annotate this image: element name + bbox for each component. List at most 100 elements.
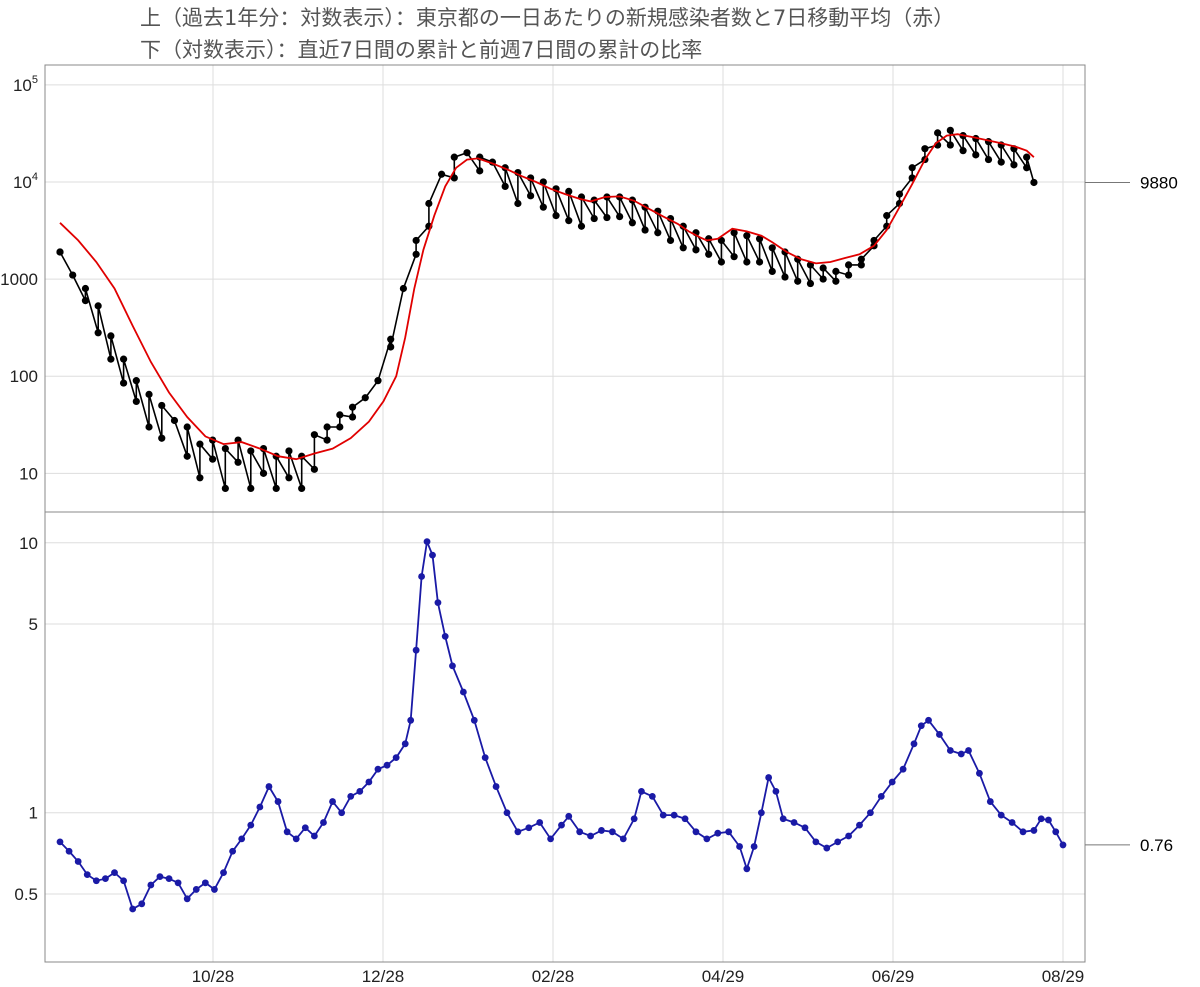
- daily-cases-point: [552, 212, 560, 220]
- daily-cases-point: [692, 246, 700, 254]
- daily-cases-point: [348, 413, 357, 421]
- chart-caption-bottom: 下（対数表示）：直近7日間の累計と前週7日間の累計の比率: [140, 38, 703, 62]
- ratio-point: [946, 747, 954, 754]
- ratio-point: [470, 716, 478, 724]
- daily-cases-point: [387, 335, 395, 343]
- ratio-point: [525, 824, 533, 832]
- daily-cases-point: [768, 267, 776, 275]
- y-tick-label: 10: [19, 464, 38, 483]
- y-tick-label: 5: [29, 615, 38, 634]
- daily-cases-point: [1010, 161, 1018, 169]
- ratio-point: [338, 809, 346, 817]
- ratio-point: [659, 811, 667, 819]
- daily-cases-point: [972, 151, 980, 159]
- x-tick-label: 12/28: [362, 967, 405, 986]
- y-tick-label: 100: [10, 367, 38, 386]
- daily-cases-point: [170, 416, 179, 425]
- x-tick-label: 10/28: [192, 967, 235, 986]
- ratio-point: [565, 812, 573, 820]
- ratio-point: [365, 778, 373, 786]
- ratio-point: [514, 828, 522, 836]
- ratio-point: [648, 792, 656, 800]
- y-tick-label: 105: [13, 74, 38, 95]
- y-tick-label: 10: [19, 534, 38, 553]
- daily-cases-point: [832, 277, 840, 285]
- grid: [45, 65, 1085, 962]
- daily-cases-point: [908, 164, 916, 172]
- ratio-point: [899, 765, 907, 773]
- ratio-point: [383, 761, 391, 769]
- ratio-point: [547, 835, 554, 843]
- ratio-point: [274, 798, 282, 805]
- ratio-point: [608, 828, 616, 836]
- daily-cases-point: [56, 248, 64, 256]
- ratio-point: [877, 792, 885, 800]
- daily-cases-point: [323, 423, 331, 431]
- ratio-point: [401, 740, 409, 748]
- ratio-point: [1008, 819, 1016, 826]
- y-tick-label: 104: [13, 171, 38, 192]
- daily-cases-point: [755, 258, 764, 266]
- daily-cases-point: [844, 261, 853, 269]
- x-tick-label: 04/29: [702, 967, 745, 986]
- ratio-point: [356, 787, 364, 795]
- daily-cases-point: [183, 452, 191, 460]
- daily-cases-point: [565, 187, 573, 195]
- ratio-point: [917, 722, 925, 730]
- daily-cases-point: [616, 212, 624, 221]
- daily-cases-point: [399, 284, 408, 293]
- ratio-point: [459, 688, 467, 696]
- ratio-point: [220, 869, 227, 877]
- ratio-point: [1052, 828, 1060, 836]
- daily-cases-point: [934, 129, 942, 137]
- daily-cases-point: [883, 212, 891, 220]
- ratio-point: [449, 662, 456, 670]
- ratio-point: [765, 774, 773, 781]
- daily-cases-point: [221, 484, 229, 492]
- daily-cases-point: [959, 147, 967, 155]
- daily-cases-point: [272, 484, 280, 492]
- daily-cases-point: [81, 284, 90, 293]
- daily-cases-point: [196, 440, 204, 448]
- ratio-point: [238, 835, 246, 843]
- ratio-point: [845, 832, 852, 840]
- daily-cases-point: [781, 273, 789, 281]
- daily-cases-point: [336, 411, 344, 419]
- ratio-point: [211, 886, 218, 893]
- ratio-point: [111, 869, 118, 877]
- frame: [44, 64, 1086, 963]
- ratio-point: [129, 905, 137, 913]
- ratio-point: [138, 900, 146, 908]
- daily-cases-point: [730, 253, 738, 261]
- daily-cases-point: [336, 423, 344, 431]
- ratio-point: [310, 832, 318, 840]
- ratio-point: [536, 819, 544, 826]
- ratio-point: [392, 754, 400, 762]
- daily-cases-point: [819, 275, 827, 283]
- value-callout-label: 0.76: [1140, 836, 1173, 855]
- daily-cases-point: [844, 271, 853, 279]
- ratio-point: [587, 832, 594, 840]
- ratio-point: [201, 879, 209, 887]
- daily-cases-point: [794, 277, 802, 285]
- daily-cases-line: [59, 127, 1035, 489]
- daily-cases-point: [247, 484, 255, 492]
- ratio-point: [481, 754, 489, 762]
- daily-cases-point: [717, 258, 725, 266]
- daily-cases-point: [895, 190, 904, 198]
- ratio-point: [670, 811, 678, 819]
- ratio-point: [56, 838, 64, 846]
- daily-cases-point: [527, 192, 535, 200]
- daily-cases-point: [730, 229, 738, 237]
- ratio-point: [407, 716, 415, 724]
- daily-cases-point: [183, 423, 191, 431]
- daily-cases-point: [666, 236, 675, 245]
- ratio-point: [598, 827, 605, 834]
- daily-cases-point: [285, 447, 293, 455]
- ratio-point: [790, 819, 798, 826]
- ratio-point: [229, 847, 237, 855]
- ratio-point: [120, 877, 127, 885]
- ratio-point: [714, 829, 722, 837]
- ratio-point: [503, 809, 511, 817]
- x-tick-label: 02/28: [532, 967, 575, 986]
